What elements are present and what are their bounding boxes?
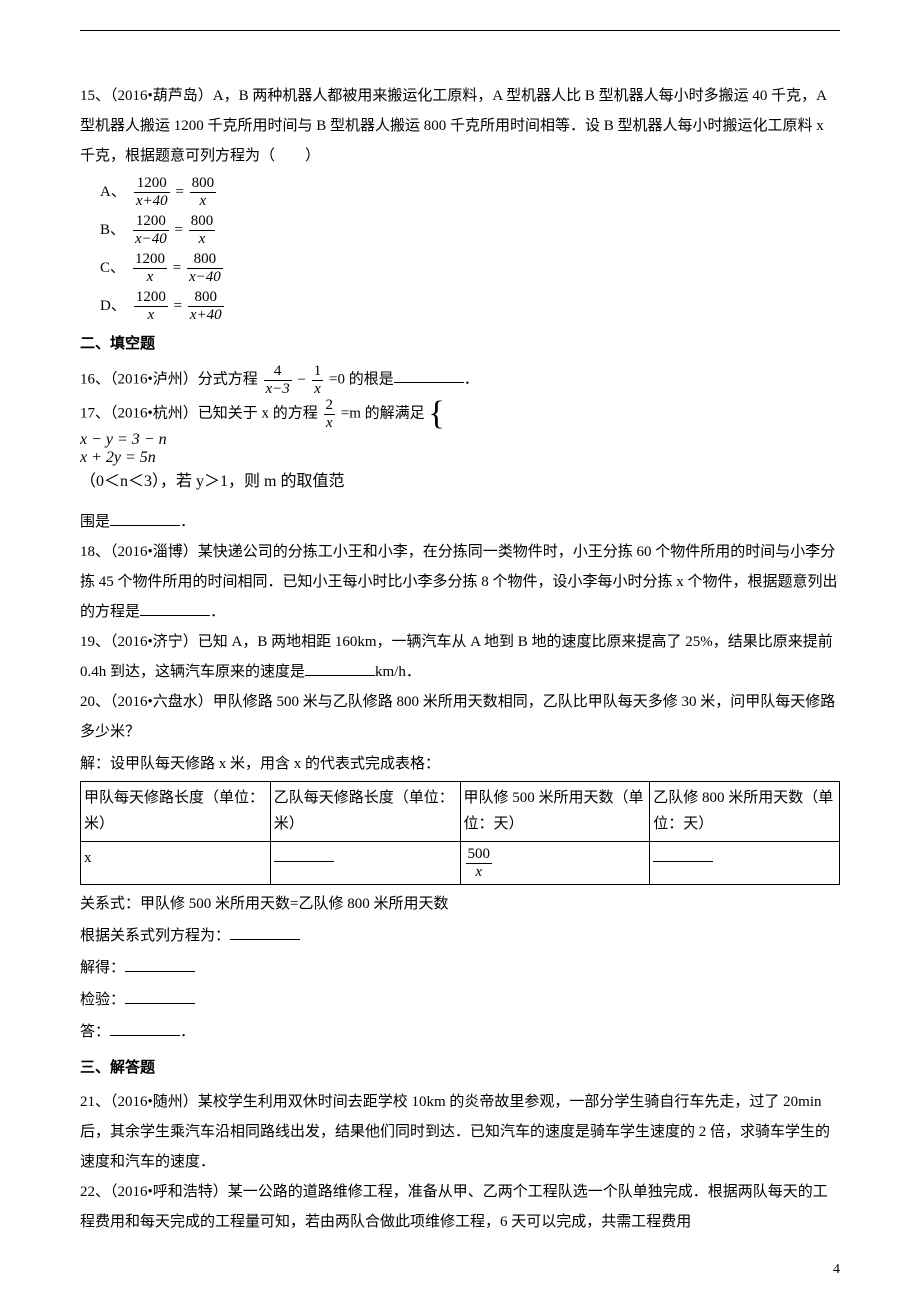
q20-table: 甲队每天修路长度（单位：米） 乙队每天修路长度（单位：米） 甲队修 500 米所… <box>80 781 840 885</box>
q20-l2: 解：设甲队每天修路 x 米，用含 x 的代表式完成表格： <box>80 749 840 779</box>
q20-check: 检验： <box>80 985 840 1015</box>
q20-l1: 20、（2016•六盘水）甲队修路 500 米与乙队修路 800 米所用天数相同… <box>80 687 840 747</box>
q21: 21、（2016•随州）某校学生利用双休时间去距学校 10km 的炎帝故里参观，… <box>80 1087 840 1177</box>
cell-blank <box>653 846 713 862</box>
frac-num: 2 <box>324 397 336 415</box>
frac-num: 4 <box>264 363 292 381</box>
q18-end: ． <box>210 604 225 620</box>
q15-text: 15、（2016•葫芦岛）A，B 两种机器人都被用来搬运化工原料，A 型机器人比… <box>80 81 840 171</box>
q16-end: ． <box>464 371 479 387</box>
th-3: 甲队修 500 米所用天数（单位：天） <box>460 782 650 842</box>
option-label-b: B、 <box>100 218 125 242</box>
q17-l2-text: 围是 <box>80 514 110 530</box>
frac-num: 800 <box>190 175 217 193</box>
frac-den: x+40 <box>134 193 170 210</box>
q17-sys1: x − y = 3 − n <box>80 431 840 449</box>
frac-den: x <box>466 864 493 881</box>
frac-num: 1200 <box>134 289 168 307</box>
table-row: 甲队每天修路长度（单位：米） 乙队每天修路长度（单位：米） 甲队修 500 米所… <box>81 782 840 842</box>
frac-num: 1200 <box>133 251 167 269</box>
frac-num: 1 <box>312 363 324 381</box>
q16-minus: − <box>298 372 310 388</box>
q17-line2: 围是 ． <box>80 507 840 537</box>
td-frac: 500x <box>460 842 650 885</box>
option-label-c: C、 <box>100 256 125 280</box>
frac-den: x <box>133 269 167 286</box>
q20-eq-blank <box>230 924 300 940</box>
q20-solve-blank <box>125 956 195 972</box>
td-blank-1 <box>270 842 460 885</box>
q17-mid: =m 的解满足 <box>341 405 425 421</box>
q18-blank <box>140 600 210 616</box>
frac-den: x <box>312 381 324 398</box>
q17-sys2: x + 2y = 5n <box>80 449 840 467</box>
th-1: 甲队每天修路长度（单位：米） <box>81 782 271 842</box>
th-4: 乙队修 800 米所用天数（单位：天） <box>650 782 840 842</box>
q17-system: { <box>428 397 446 431</box>
q20-check-blank <box>125 988 195 1004</box>
q20-eq: 根据关系式列方程为： <box>80 921 840 951</box>
section-fill-blank: 二、填空题 <box>80 329 840 359</box>
frac-den: x−40 <box>187 269 223 286</box>
q17-line1: 17、（2016•杭州）已知关于 x 的方程 2x =m 的解满足 { <box>80 397 840 431</box>
frac-num: 800 <box>188 289 224 307</box>
frac-num: 800 <box>189 213 216 231</box>
q16-post: =0 的根是 <box>329 371 394 387</box>
frac-den: x <box>190 193 217 210</box>
brace-icon: { <box>428 397 444 431</box>
q17-blank <box>110 510 180 526</box>
frac-num: 800 <box>187 251 223 269</box>
th-2: 乙队每天修路长度（单位：米） <box>270 782 460 842</box>
cell-blank <box>274 846 334 862</box>
frac-num: 1200 <box>133 213 169 231</box>
frac-num: 500 <box>466 846 493 864</box>
option-label-d: D、 <box>100 294 126 318</box>
q16-blank <box>394 367 464 383</box>
q20-ans-label: 答： <box>80 1024 110 1040</box>
q20-solve: 解得： <box>80 953 840 983</box>
q20-check-label: 检验： <box>80 992 125 1008</box>
frac-den: x <box>324 415 336 432</box>
section-answer: 三、解答题 <box>80 1053 840 1083</box>
option-label-a: A、 <box>100 180 126 204</box>
q18: 18、（2016•淄博）某快递公司的分拣工小王和小李，在分拣同一类物件时，小王分… <box>80 537 840 627</box>
q19: 19、（2016•济宁）已知 A，B 两地相距 160km，一辆汽车从 A 地到… <box>80 627 840 687</box>
td-blank-2 <box>650 842 840 885</box>
q20-eq-label: 根据关系式列方程为： <box>80 928 230 944</box>
frac-num: 1200 <box>134 175 170 193</box>
q16-pre: 16、（2016•泸州）分式方程 <box>80 371 262 387</box>
q15-option-a: A、 1200x+40 = 800x <box>100 175 840 209</box>
q17-end: ． <box>180 514 195 530</box>
q15-option-d: D、 1200x = 800x+40 <box>100 289 840 323</box>
td-x: x <box>81 842 271 885</box>
page-number: 4 <box>833 1262 840 1278</box>
q17-pre: 17、（2016•杭州）已知关于 x 的方程 <box>80 405 318 421</box>
table-row: x 500x <box>81 842 840 885</box>
frac-den: x−40 <box>133 231 169 248</box>
q20-ans: 答： ． <box>80 1017 840 1047</box>
q20-solve-label: 解得： <box>80 960 125 976</box>
q20-rel: 关系式：甲队修 500 米所用天数=乙队修 800 米所用天数 <box>80 889 840 919</box>
frac-den: x−3 <box>264 381 292 398</box>
q19-pre: 19、（2016•济宁）已知 A，B 两地相距 160km，一辆汽车从 A 地到… <box>80 634 833 680</box>
frac-den: x <box>189 231 216 248</box>
q19-blank <box>305 660 375 676</box>
q15-option-b: B、 1200x−40 = 800x <box>100 213 840 247</box>
frac-den: x <box>134 307 168 324</box>
frac-den: x+40 <box>188 307 224 324</box>
q19-post: km/h． <box>375 664 421 680</box>
q22: 22、（2016•呼和浩特）某一公路的道路维修工程，准备从甲、乙两个工程队选一个… <box>80 1177 840 1237</box>
q15-option-c: C、 1200x = 800x−40 <box>100 251 840 285</box>
q20-ans-blank <box>110 1020 180 1036</box>
q20-ans-end: ． <box>180 1024 195 1040</box>
q16: 16、（2016•泸州）分式方程 4x−3 − 1x =0 的根是 ． <box>80 363 840 397</box>
q17-post1: （0＜n＜3），若 y＞1，则 m 的取值范 <box>80 473 344 490</box>
